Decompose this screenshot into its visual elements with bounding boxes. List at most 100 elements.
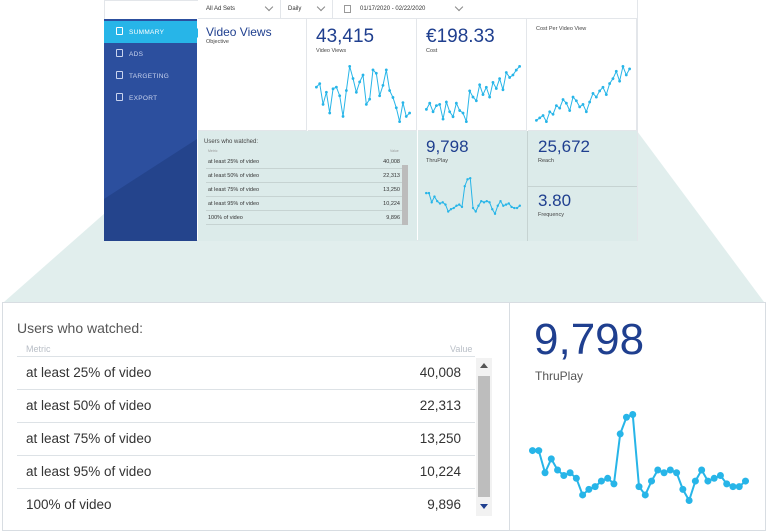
- granularity-select[interactable]: Daily: [288, 6, 302, 12]
- table-row: at least 50% of video 22,313: [206, 169, 402, 183]
- objective-label: Objective: [206, 39, 229, 45]
- sparkline-point: [571, 95, 575, 99]
- row-value: 22,313: [419, 398, 461, 413]
- cpv-label: Cost Per Video View: [536, 26, 587, 32]
- video-views-card: 43,415 Video Views: [308, 19, 417, 131]
- table-row: at least 25% of video 40,008: [206, 155, 402, 169]
- sparkline-point: [698, 466, 706, 474]
- sparkline-point: [501, 88, 505, 92]
- sidebar-item-ads[interactable]: ADS: [104, 43, 197, 65]
- sidebar-item-targeting[interactable]: TARGETING: [104, 65, 197, 87]
- sidebar-item-label: SUMMARY: [129, 29, 165, 36]
- cost-value: €198.33: [426, 26, 495, 47]
- sparkline-point: [455, 204, 458, 207]
- chevron-down-icon[interactable]: [454, 2, 464, 12]
- chevron-down-icon[interactable]: [316, 2, 326, 12]
- metric-column-header[interactable]: Metric: [26, 344, 51, 354]
- adsets-select[interactable]: All Ad Sets: [206, 6, 236, 12]
- row-value: 22,313: [383, 173, 400, 179]
- sparkline-point: [716, 472, 724, 480]
- sparkline-point: [477, 204, 480, 207]
- sparkline-point: [458, 109, 462, 112]
- sparkline-point: [431, 110, 435, 114]
- sparkline-point: [428, 101, 432, 105]
- sparkline-point: [498, 77, 502, 81]
- export-icon: [116, 93, 123, 101]
- sparkline-point: [648, 477, 656, 485]
- sparkline-point: [704, 477, 712, 485]
- row-metric: at least 75% of video: [26, 431, 152, 446]
- sparkline-point: [468, 89, 472, 93]
- sidebar-decoration: [104, 139, 197, 241]
- sparkline-point: [541, 114, 545, 117]
- video-views-value: 43,415: [316, 26, 375, 47]
- sparkline-point: [464, 120, 468, 123]
- sparkline-point: [444, 100, 448, 104]
- sparkline-point: [391, 96, 395, 99]
- cpv-sparkline: [535, 64, 631, 123]
- sparkline-point: [616, 430, 624, 438]
- sidebar-item-export[interactable]: EXPORT: [104, 87, 197, 109]
- sparkline-point: [614, 69, 618, 73]
- scroll-up-icon[interactable]: [480, 363, 488, 368]
- sparkline-point: [547, 455, 555, 463]
- value-column-header[interactable]: Value: [450, 344, 473, 354]
- toolbar-divider: [332, 0, 333, 19]
- sparkline-point: [481, 93, 485, 97]
- sparkline-point: [493, 212, 497, 215]
- sparkline-point: [560, 472, 568, 480]
- sparkline-point: [447, 210, 450, 213]
- row-value: 40,008: [419, 365, 461, 380]
- sparkline-point: [433, 195, 436, 198]
- table-scrollbar-thumb[interactable]: [478, 376, 490, 497]
- sparkline-point: [685, 497, 693, 504]
- sparkline-point: [331, 87, 335, 91]
- sparkline-point: [502, 204, 505, 207]
- summary-icon: [116, 27, 123, 35]
- sparkline-point: [458, 203, 461, 206]
- sparkline-point: [618, 79, 622, 83]
- sparkline-point: [660, 469, 668, 477]
- sparkline-point: [504, 203, 508, 206]
- sparkline-point: [401, 101, 405, 105]
- sparkline-point: [548, 110, 552, 114]
- sparkline-point: [735, 483, 743, 491]
- sparkline-point: [666, 466, 674, 474]
- sparkline-point: [572, 474, 580, 482]
- sparkline-point: [554, 104, 558, 108]
- sparkline-point: [454, 101, 458, 105]
- sparkline-point: [604, 93, 608, 97]
- calendar-icon[interactable]: [344, 5, 351, 13]
- sparkline-point: [425, 107, 428, 111]
- sparkline-point: [471, 206, 475, 210]
- date-range[interactable]: 01/17/2020 - 02/22/2020: [360, 6, 426, 12]
- sparkline-point: [434, 104, 438, 108]
- sparkline-path: [425, 66, 520, 122]
- sparkline-point: [551, 112, 555, 116]
- sparkline-point: [394, 106, 398, 110]
- sparkline-point: [388, 89, 392, 92]
- sparkline-point: [585, 485, 593, 493]
- sparkline-point: [568, 109, 572, 112]
- sparkline-point: [518, 65, 521, 68]
- scroll-down-icon[interactable]: [480, 504, 488, 509]
- sparkline-point: [566, 469, 574, 477]
- sidebar-item-summary[interactable]: SUMMARY: [104, 21, 197, 43]
- sparkline-point: [673, 469, 681, 477]
- row-value: 13,250: [419, 431, 461, 446]
- sparkline-point: [601, 85, 605, 89]
- cost-card: €198.33 Cost: [418, 19, 527, 131]
- sparkline-point: [404, 115, 408, 118]
- cost-sparkline: [425, 65, 521, 123]
- sparkline-point: [554, 466, 562, 474]
- table-row: at least 50% of video 22,313: [17, 390, 475, 423]
- sparkline-point: [513, 206, 516, 210]
- sparkline-point: [629, 411, 637, 418]
- mini-table-scrollbar[interactable]: [402, 165, 408, 225]
- video-views-label: Video Views: [316, 48, 347, 54]
- sparkline-point: [441, 201, 444, 204]
- row-value: 40,008: [383, 159, 400, 165]
- sparkline-point: [488, 201, 491, 204]
- sparkline-point: [474, 99, 478, 103]
- chevron-down-icon[interactable]: [264, 2, 274, 12]
